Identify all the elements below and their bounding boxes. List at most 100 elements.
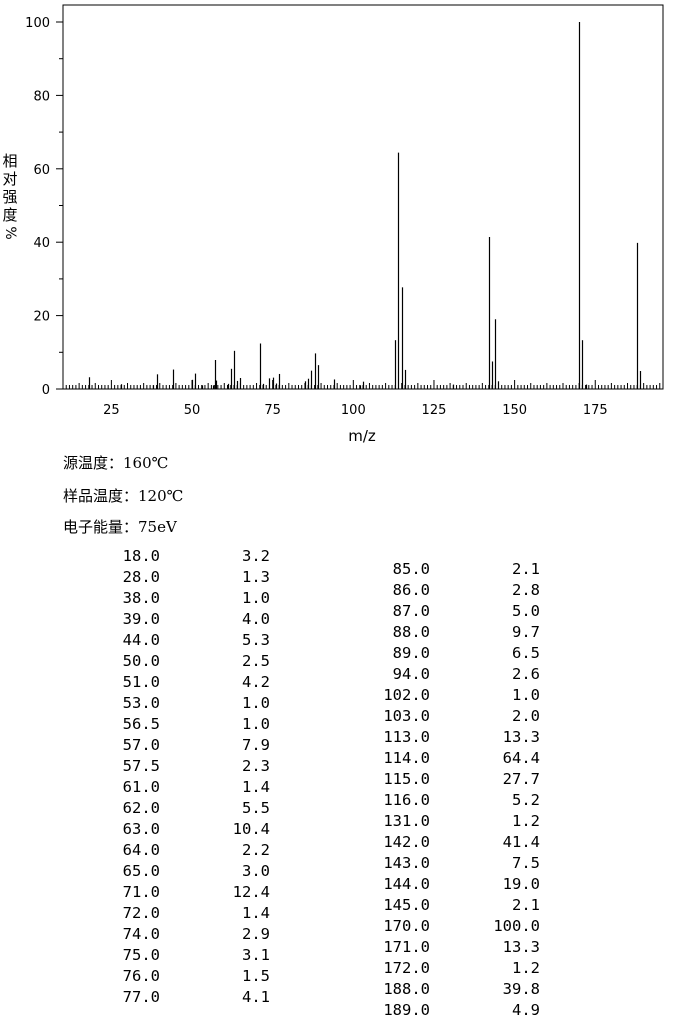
- intensity-value: 2.1: [512, 560, 540, 578]
- intensity-value: 13.3: [502, 728, 540, 746]
- table-row: 94.0 2.6: [370, 664, 540, 685]
- intensity-value: 5.3: [242, 631, 270, 649]
- table-row: 103.0 2.0: [370, 706, 540, 727]
- x-minor-ticks: [65, 383, 661, 389]
- table-row: 115.0 27.7: [370, 769, 540, 790]
- mz-value: 170.0: [383, 917, 430, 935]
- x-tick-label: 125: [422, 403, 447, 418]
- sample-temperature: 样品温度：120℃: [63, 487, 184, 505]
- x-major-ticks: 25 50 75 100 125 150 175: [103, 380, 608, 418]
- y-ticks: 0 20 40 60 80 100: [25, 16, 63, 398]
- intensity-value: 2.5: [242, 652, 270, 670]
- mz-value: 38.0: [122, 589, 160, 607]
- table-row: 87.0 5.0: [370, 601, 540, 622]
- mz-value: 115.0: [383, 770, 430, 788]
- table-row: 18.0 3.2: [100, 546, 270, 567]
- intensity-value: 39.8: [502, 980, 540, 998]
- table-row: 88.0 9.7: [370, 622, 540, 643]
- intensity-value: 12.4: [232, 883, 270, 901]
- intensity-value: 2.2: [242, 841, 270, 859]
- y-tick-label: 20: [33, 310, 50, 325]
- table-row: 38.0 1.0: [100, 588, 270, 609]
- intensity-value: 1.0: [512, 686, 540, 704]
- table-row: 63.0 10.4: [100, 819, 270, 840]
- peak-bars: [88, 22, 642, 389]
- intensity-value: 3.0: [242, 862, 270, 880]
- table-row: 89.0 6.5: [370, 643, 540, 664]
- mz-value: 116.0: [383, 791, 430, 809]
- mz-value: 72.0: [122, 904, 160, 922]
- intensity-value: 10.4: [232, 820, 270, 838]
- table-row: 62.0 5.5: [100, 798, 270, 819]
- mz-value: 113.0: [383, 728, 430, 746]
- intensity-value: 5.2: [512, 791, 540, 809]
- intensity-value: 1.0: [242, 589, 270, 607]
- y-axis-label-char: 对: [2, 170, 18, 188]
- y-axis-label-unit: %: [2, 226, 18, 240]
- intensity-value: 2.1: [512, 896, 540, 914]
- intensity-value: 2.9: [242, 925, 270, 943]
- x-axis-label: m/z: [348, 427, 376, 445]
- intensity-value: 4.0: [242, 610, 270, 628]
- y-tick-label: 60: [33, 163, 50, 178]
- table-row: 72.0 1.4: [100, 903, 270, 924]
- table-row: 131.0 1.2: [370, 811, 540, 832]
- peak-table-left: 18.0 3.2 28.0 1.3 38.0 1.0 39.0 4.0 44.0 5.3 50.0 2…: [100, 546, 270, 1008]
- intensity-value: 19.0: [502, 875, 540, 893]
- mz-value: 77.0: [122, 988, 160, 1006]
- mz-value: 94.0: [392, 665, 430, 683]
- mz-value: 189.0: [383, 1001, 430, 1019]
- mz-value: 71.0: [122, 883, 160, 901]
- table-row: 113.0 13.3: [370, 727, 540, 748]
- table-row: 170.0 100.0: [370, 916, 540, 937]
- plot-frame: [62, 4, 664, 390]
- table-row: 86.0 2.8: [370, 580, 540, 601]
- intensity-value: 4.2: [242, 673, 270, 691]
- table-row: 50.0 2.5: [100, 651, 270, 672]
- electron-energy: 电子能量：75eV: [63, 518, 177, 536]
- mz-value: 56.5: [122, 715, 160, 733]
- mz-value: 114.0: [383, 749, 430, 767]
- mz-value: 50.0: [122, 652, 160, 670]
- table-row: 143.0 7.5: [370, 853, 540, 874]
- mz-value: 143.0: [383, 854, 430, 872]
- intensity-value: 5.0: [512, 602, 540, 620]
- mz-value: 53.0: [122, 694, 160, 712]
- intensity-value: 7.9: [242, 736, 270, 754]
- mz-value: 89.0: [392, 644, 430, 662]
- intensity-value: 1.5: [242, 967, 270, 985]
- mz-value: 28.0: [122, 568, 160, 586]
- intensity-value: 3.2: [242, 547, 270, 565]
- table-row: 85.0 2.1: [370, 559, 540, 580]
- x-tick-label: 25: [103, 403, 120, 418]
- mz-value: 65.0: [122, 862, 160, 880]
- table-row: 114.0 64.4: [370, 748, 540, 769]
- intensity-value: 27.7: [502, 770, 540, 788]
- intensity-value: 4.1: [242, 988, 270, 1006]
- y-tick-label: 40: [33, 236, 50, 251]
- table-row: 39.0 4.0: [100, 609, 270, 630]
- x-tick-label: 150: [502, 403, 527, 418]
- y-tick-label: 0: [42, 383, 50, 398]
- table-row: 102.0 1.0: [370, 685, 540, 706]
- mz-value: 75.0: [122, 946, 160, 964]
- mz-value: 85.0: [392, 560, 430, 578]
- y-axis-label-char: 相: [2, 152, 18, 170]
- x-tick-label: 50: [184, 403, 201, 418]
- table-row: 189.0 4.9: [370, 1000, 540, 1021]
- intensity-value: 4.9: [512, 1001, 540, 1019]
- table-row: 56.5 1.0: [100, 714, 270, 735]
- mz-value: 57.0: [122, 736, 160, 754]
- y-axis-label: 相 对 强 度 %: [0, 152, 20, 242]
- table-row: 77.0 4.1: [100, 987, 270, 1008]
- x-tick-label: 175: [583, 403, 608, 418]
- mz-value: 18.0: [122, 547, 160, 565]
- intensity-value: 3.1: [242, 946, 270, 964]
- intensity-value: 13.3: [502, 938, 540, 956]
- intensity-value: 1.3: [242, 568, 270, 586]
- mz-value: 188.0: [383, 980, 430, 998]
- y-axis-label-char: 强: [2, 188, 18, 206]
- mz-value: 131.0: [383, 812, 430, 830]
- intensity-value: 1.2: [512, 959, 540, 977]
- intensity-value: 2.6: [512, 665, 540, 683]
